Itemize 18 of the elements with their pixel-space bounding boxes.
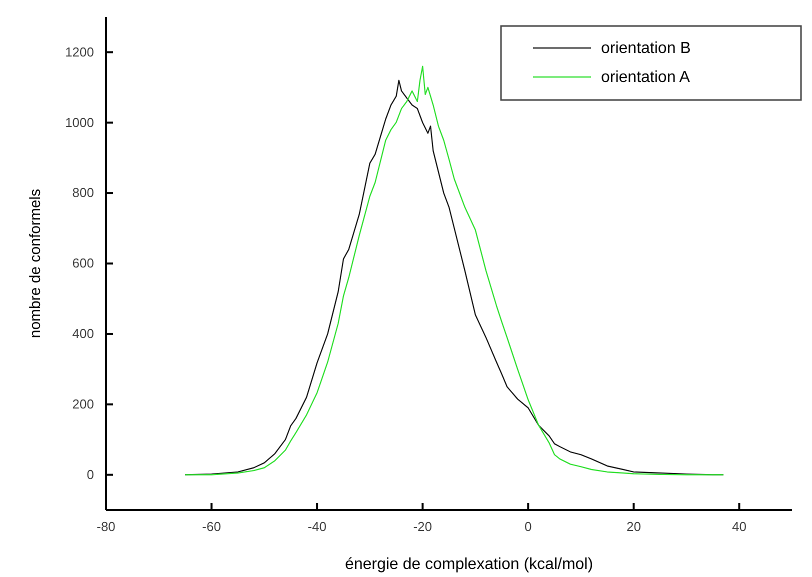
y-tick-label: 0 — [86, 466, 94, 482]
x-tick-label: -80 — [96, 519, 116, 534]
y-tick-label: 400 — [72, 326, 94, 342]
x-tick-label: 20 — [626, 519, 641, 534]
legend-label: orientation A — [601, 69, 690, 86]
y-tick-label: 600 — [72, 256, 94, 271]
y-axis-title: nombre de conformels — [27, 188, 44, 338]
y-tick-label: 1200 — [65, 44, 94, 60]
y-tick-label: 800 — [72, 185, 94, 200]
x-tick-label: -40 — [308, 519, 326, 534]
y-tick-label: 200 — [72, 396, 94, 412]
x-tick-label: 40 — [732, 519, 746, 534]
y-tick-label: 1000 — [65, 114, 94, 130]
x-tick-label: -60 — [202, 519, 221, 534]
x-tick-label: 0 — [524, 519, 532, 534]
x-axis-title: énergie de complexation (kcal/mol) — [344, 556, 594, 573]
x-tick-label: -20 — [413, 519, 432, 534]
legend-label: orientation B — [601, 40, 691, 57]
